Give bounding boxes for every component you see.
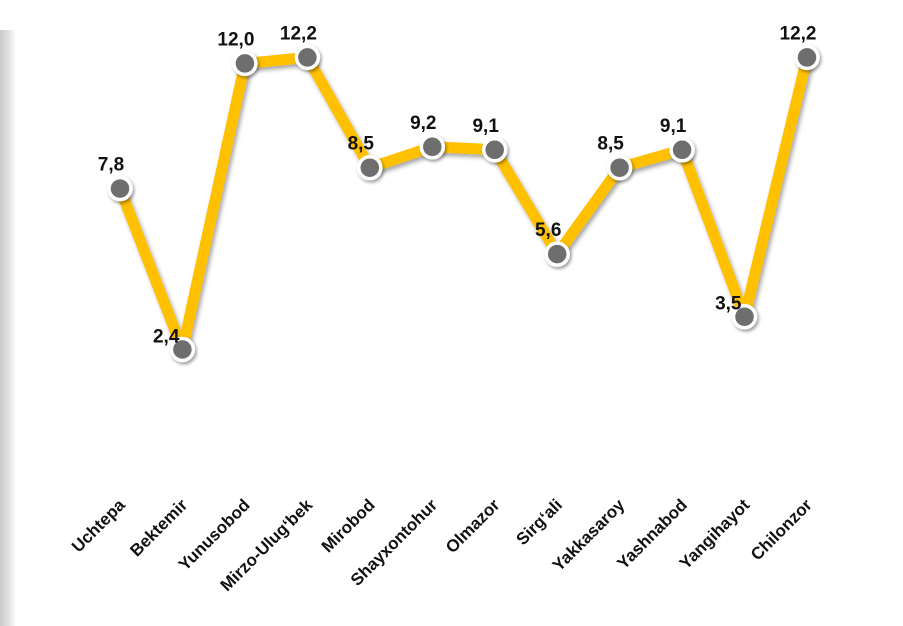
data-label: 7,8 <box>98 155 124 176</box>
data-point <box>357 154 383 181</box>
data-point <box>794 44 820 71</box>
data-label: 2,4 <box>153 327 180 348</box>
x-tick-label: Olmazor <box>442 495 504 557</box>
data-label: 9,2 <box>410 113 436 134</box>
series-line <box>114 51 813 355</box>
data-label: 12,2 <box>280 23 317 44</box>
data-point <box>169 336 196 363</box>
data-label: 5,6 <box>535 220 561 241</box>
data-label: 3,5 <box>715 294 742 315</box>
x-tick-label: Bektemir <box>126 495 191 560</box>
x-tick-label: Sirg‘ali <box>513 495 567 549</box>
data-point <box>481 137 508 163</box>
data-label: 9,1 <box>472 116 499 137</box>
left-edge-strip <box>0 30 16 626</box>
data-label: 12,2 <box>780 23 817 44</box>
data-point <box>419 134 446 160</box>
x-tick-label: Chilonzor <box>747 495 816 564</box>
data-label: 12,0 <box>217 29 254 50</box>
data-point <box>544 241 570 267</box>
data-label: 8,5 <box>597 134 624 155</box>
x-tick-label: Mirobod <box>318 495 379 556</box>
data-point <box>606 154 633 181</box>
data-label: 9,1 <box>660 116 687 137</box>
data-point <box>107 175 133 202</box>
data-label: 8,5 <box>348 134 375 155</box>
data-point <box>294 44 321 71</box>
data-point <box>669 137 695 163</box>
data-point <box>232 50 258 77</box>
data-point <box>731 303 758 330</box>
x-tick-label: Uchtepa <box>68 495 129 556</box>
